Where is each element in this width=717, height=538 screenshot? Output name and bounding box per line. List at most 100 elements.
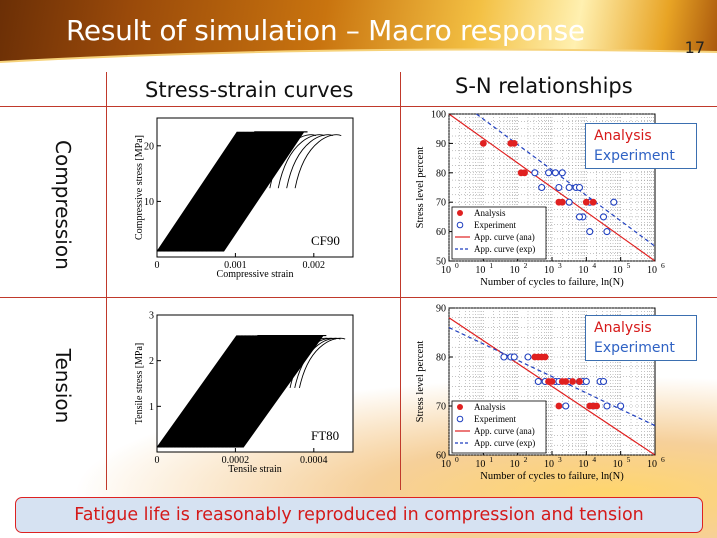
loop-band	[156, 335, 324, 448]
legend-marker-analysis	[457, 210, 463, 216]
x-axis-label: Number of cycles to failure, ln(N)	[480, 277, 624, 288]
legend-box-experiment: Experiment	[594, 148, 675, 164]
analysis-point	[576, 378, 583, 385]
x-tick-exponent: 6	[661, 261, 665, 270]
y-tick-label: 100	[431, 110, 446, 121]
analysis-point	[569, 378, 576, 385]
analysis-point	[582, 198, 590, 206]
experiment-point	[565, 198, 573, 206]
y-tick-label: 70	[436, 402, 446, 413]
y-tick-label: 3	[149, 311, 154, 322]
analysis-point	[562, 378, 570, 385]
conclusion-banner: Fatigue life is reasonably reproduced in…	[15, 497, 703, 533]
y-tick-label: 20	[144, 141, 154, 152]
legend-label: Experiment	[474, 220, 516, 230]
experiment-point	[603, 228, 611, 236]
x-tick-label: 0	[155, 260, 160, 271]
x-axis-label: Compressive strain	[217, 269, 294, 280]
analysis-point	[589, 198, 597, 206]
x-tick-exponent: 4	[592, 455, 596, 464]
slide-title: Result of simulation – Macro response	[66, 14, 585, 47]
y-axis-label: Stress level percent	[415, 147, 426, 229]
experiment-point	[617, 402, 625, 410]
col-header-stress-strain: Stress-strain curves	[145, 78, 354, 102]
curve-annotation: FT80	[311, 428, 339, 443]
experiment-point	[586, 228, 594, 236]
x-tick-exponent: 1	[489, 261, 493, 270]
x-tick-exponent: 4	[592, 261, 596, 270]
experiment-point	[500, 353, 508, 361]
experiment-point	[534, 377, 542, 386]
legend-marker-experiment	[456, 415, 464, 423]
envelope-curve	[227, 134, 275, 189]
curve-annotation: CF90	[311, 233, 340, 248]
analysis-point	[479, 140, 487, 147]
y-tick-label: 60	[436, 227, 446, 238]
envelope-curve	[269, 134, 317, 189]
x-tick-label: 10	[647, 265, 657, 276]
legend-box-analysis: Analysis	[594, 128, 652, 144]
x-tick-label: 0.001	[224, 260, 247, 271]
x-tick-exponent: 3	[558, 261, 562, 270]
x-axis-label: Tensile strain	[228, 464, 281, 475]
col-header-sn: S-N relationships	[455, 74, 633, 98]
app-curve-analysis	[448, 113, 656, 262]
page-number: 17	[684, 38, 705, 57]
grid-line-rowhead	[106, 72, 107, 490]
x-tick-exponent: 0	[455, 261, 459, 270]
experiment-point	[538, 183, 546, 192]
experiment-point	[555, 183, 563, 192]
legend-box-compression: Analysis Experiment	[585, 123, 697, 169]
x-tick-label: 10	[544, 265, 554, 276]
grid-line-columns	[400, 72, 401, 490]
plot-legend	[451, 206, 547, 260]
legend-label: App. curve (ana)	[474, 232, 535, 242]
experiment-point	[603, 402, 611, 410]
experiment-point	[562, 402, 570, 410]
experiment-point	[565, 183, 573, 192]
legend-label: App. curve (ana)	[474, 426, 535, 436]
loop-band	[156, 131, 305, 252]
experiment-point	[510, 353, 518, 361]
x-tick-label: 10	[613, 459, 623, 470]
x-tick-exponent: 3	[558, 455, 562, 464]
envelope-curve	[286, 134, 334, 189]
row-header-compression: Compression	[51, 140, 75, 270]
analysis-point	[510, 140, 518, 147]
x-tick-label: 10	[613, 265, 623, 276]
y-tick-label: 80	[436, 168, 446, 179]
y-tick-label: 1	[149, 402, 154, 413]
legend-label: Experiment	[474, 414, 516, 424]
y-tick-label: 90	[436, 139, 446, 150]
chart-stress-strain-tension: 0 0.0002 0.0004 1 2 3 Tensile strain Tensile st…	[134, 311, 354, 475]
experiment-point	[558, 169, 566, 177]
x-tick-label: 10	[510, 459, 520, 470]
experiment-point	[575, 183, 584, 192]
experiment-point	[551, 169, 559, 177]
experiment-point	[599, 213, 608, 221]
legend-label: App. curve (exp)	[474, 438, 535, 448]
envelope-curve	[294, 134, 342, 189]
chart-stress-strain-compression: 0 0.001 0.002 10 20 Compressive strain Compres…	[134, 117, 354, 280]
x-tick-label: 10	[578, 265, 588, 276]
x-tick-label: 0.0002	[222, 455, 250, 466]
grid-line-middle	[0, 297, 717, 298]
app-curve-experiment	[476, 113, 656, 247]
header-swoosh	[0, 48, 717, 74]
envelope-curve	[277, 134, 325, 189]
analysis-point	[558, 198, 566, 206]
legend-box-experiment: Experiment	[594, 340, 675, 356]
y-tick-label: 90	[436, 304, 446, 315]
analysis-point	[555, 402, 563, 410]
x-tick-exponent: 5	[627, 455, 631, 464]
x-tick-label: 10	[647, 459, 657, 470]
x-tick-label: 10	[510, 265, 520, 276]
analysis-point	[541, 353, 549, 361]
analysis-point	[593, 402, 601, 410]
x-tick-exponent: 5	[627, 261, 631, 270]
experiment-point	[531, 169, 539, 177]
x-tick-exponent: 2	[524, 261, 528, 270]
x-tick-label: 0.002	[303, 260, 326, 271]
x-tick-label: 10	[544, 459, 554, 470]
legend-marker-analysis	[457, 404, 463, 410]
